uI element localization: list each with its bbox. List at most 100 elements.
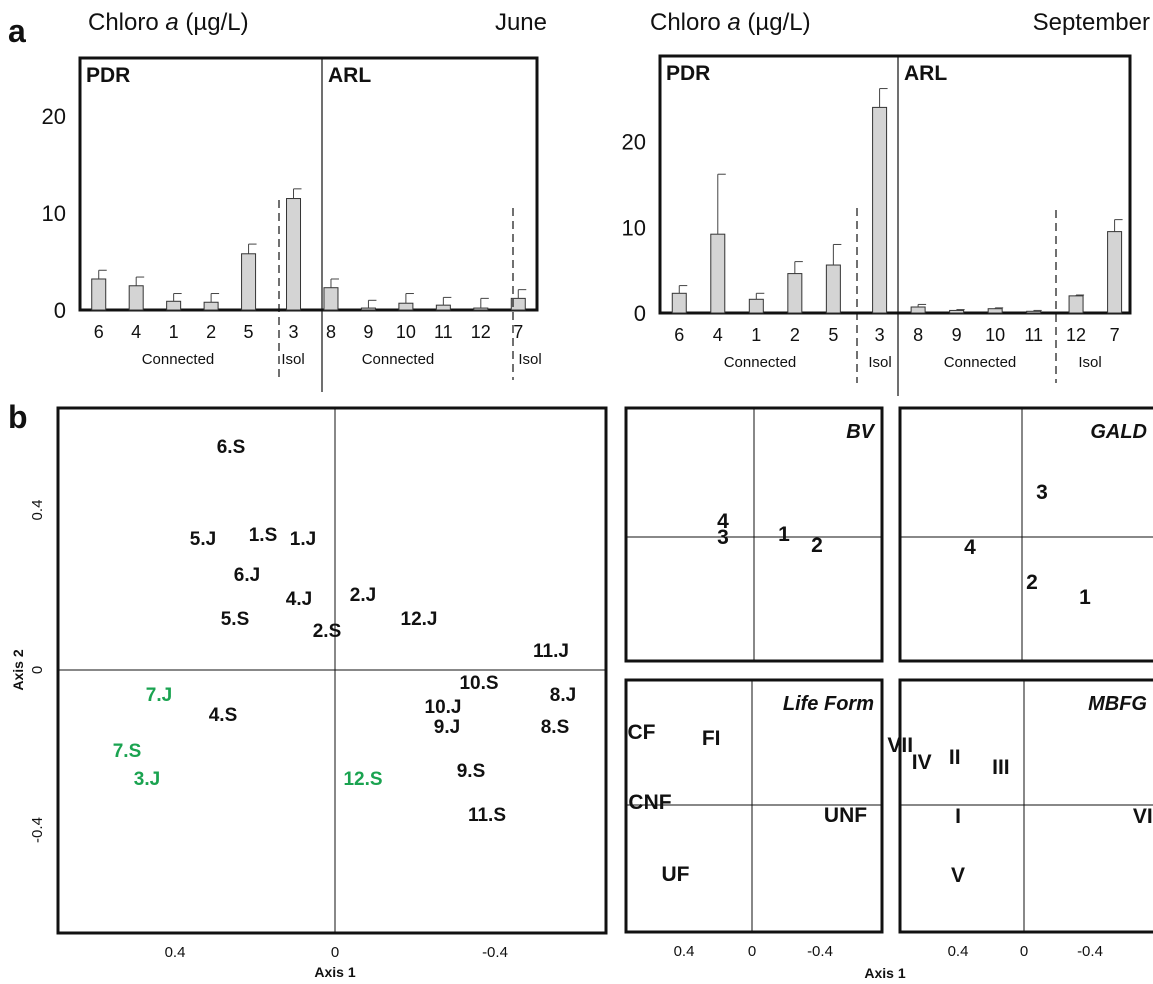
june-ytick: 10 xyxy=(42,201,66,226)
sept-ytick: 0 xyxy=(634,301,646,326)
sites-point-label: 8.S xyxy=(541,717,570,738)
sept-group-label: Connected xyxy=(944,354,1017,371)
sites-xtick: 0 xyxy=(331,944,339,961)
sept-bar xyxy=(1026,310,1042,314)
sites-point-label: 7.S xyxy=(113,741,142,762)
sept-category: 3 xyxy=(875,325,885,345)
mbfg-point-label: IV xyxy=(912,751,932,774)
mbfg-frame xyxy=(898,678,1153,934)
sept-region-label: ARL xyxy=(904,62,947,85)
mbfg-title: MBFG xyxy=(1088,693,1147,715)
lifeform-point-label: FI xyxy=(702,727,721,750)
sept-group-label: Isol xyxy=(1078,354,1101,371)
sept-category: 7 xyxy=(1110,325,1120,345)
sept-bar xyxy=(872,106,888,314)
sites-point-label: 4.S xyxy=(209,705,238,726)
sites-point-label: 5.S xyxy=(221,609,250,630)
bv-point-label: 4 xyxy=(717,510,729,533)
sept-ytick: 10 xyxy=(622,215,646,240)
june-bar xyxy=(286,198,302,311)
ordination-bv-plot: BV 43 1 2 xyxy=(624,406,884,663)
june-title: June xyxy=(495,9,547,36)
sites-point-label: 3.J xyxy=(134,769,160,790)
lifeform-point-label: UF xyxy=(662,863,690,886)
mbfg-point-label: II xyxy=(949,746,961,769)
june-bar xyxy=(435,304,451,311)
sites-point-label: 2.S xyxy=(313,621,342,642)
june-frame xyxy=(78,56,539,312)
june-category: 12 xyxy=(471,322,491,342)
mbfg-point-label: III xyxy=(992,756,1010,779)
sites-point-label: 9.S xyxy=(457,761,486,782)
bv-point-label: 1 xyxy=(778,523,790,546)
bv-point-label: 3 xyxy=(717,526,729,549)
lifeform-point-label: UNF xyxy=(824,804,867,827)
sept-category: 4 xyxy=(713,325,723,345)
panel-label-b: b xyxy=(8,399,28,435)
mbfg-point-label: VII xyxy=(887,734,913,757)
ordination-life-form-plot: Life Form CF FI CNF UNF UF 0.4 0 -0.4 xyxy=(624,678,884,960)
sept-category: 12 xyxy=(1066,325,1086,345)
mbfg-point-label: I xyxy=(955,805,961,828)
sites-point-label: 6.S xyxy=(217,437,246,458)
gald-point-label: 4 xyxy=(964,536,976,559)
sites-ytick: -0.4 xyxy=(29,817,46,843)
sites-point-label: 2.J xyxy=(350,585,376,606)
june-region-label: ARL xyxy=(328,64,371,87)
mbfg-xtick: 0.4 xyxy=(948,943,969,960)
sept-group-label: Isol xyxy=(868,354,891,371)
june-category: 7 xyxy=(513,322,523,342)
sites-point-label: 11.S xyxy=(468,805,506,826)
sept-ytick: 20 xyxy=(622,130,646,155)
sept-bar xyxy=(787,273,803,314)
ordination-gald-plot: GALD 3 4 2 1 xyxy=(898,406,1153,663)
ordination-sites-plot: 6.S 5.J 1.S 1.J 6.J 4.J 2.J 12.J 5.S 2.S 11.J 10.S 8… xyxy=(10,406,608,980)
lifeform-xtick: -0.4 xyxy=(807,943,833,960)
sept-bar xyxy=(710,233,726,314)
june-category: 4 xyxy=(131,322,141,342)
june-bar xyxy=(398,302,414,311)
sept-bar xyxy=(949,309,965,314)
sept-bar xyxy=(825,264,841,314)
sept-category: 2 xyxy=(790,325,800,345)
june-bar xyxy=(360,307,376,311)
sept-category: 5 xyxy=(828,325,838,345)
sept-category: 9 xyxy=(952,325,962,345)
mbfg-point-label: V xyxy=(951,864,965,887)
sept-bar xyxy=(1107,231,1123,314)
gald-point-label: 2 xyxy=(1026,571,1038,594)
bv-title: BV xyxy=(846,421,875,443)
june-bar xyxy=(241,253,257,311)
sites-ytick: 0 xyxy=(29,666,46,674)
lifeform-point-label: CNF xyxy=(628,791,671,814)
sites-point-label: 8.J xyxy=(550,685,576,706)
june-bar xyxy=(323,287,339,311)
june-ytick: 0 xyxy=(54,298,66,323)
june-region-label: PDR xyxy=(86,64,130,87)
sept-region-label: PDR xyxy=(666,62,710,85)
sites-point-label: 9.J xyxy=(434,717,460,738)
lifeform-xtick: 0.4 xyxy=(674,943,695,960)
bv-point-label: 2 xyxy=(811,534,823,557)
june-bar xyxy=(166,300,182,311)
sites-ylabel: Axis 2 xyxy=(10,649,26,690)
sites-point-label: 12.J xyxy=(401,609,438,630)
june-ytick: 20 xyxy=(42,104,66,129)
sept-ylabel: Chloro a (µg/L) xyxy=(650,9,811,36)
sept-title: September xyxy=(1033,9,1150,36)
june-category: 3 xyxy=(289,322,299,342)
lifeform-xtick: 0 xyxy=(748,943,756,960)
june-category: 10 xyxy=(396,322,416,342)
gald-point-label: 1 xyxy=(1079,586,1091,609)
sites-point-label: 10.J xyxy=(425,697,462,718)
june-ylabel: Chloro a (µg/L) xyxy=(88,9,249,36)
june-bar xyxy=(91,278,107,311)
june-bar xyxy=(473,307,489,311)
sites-point-label: 4.J xyxy=(286,589,312,610)
sept-group-label: Connected xyxy=(724,354,797,371)
sept-bar xyxy=(748,298,764,314)
mbfg-xtick: 0 xyxy=(1020,943,1028,960)
